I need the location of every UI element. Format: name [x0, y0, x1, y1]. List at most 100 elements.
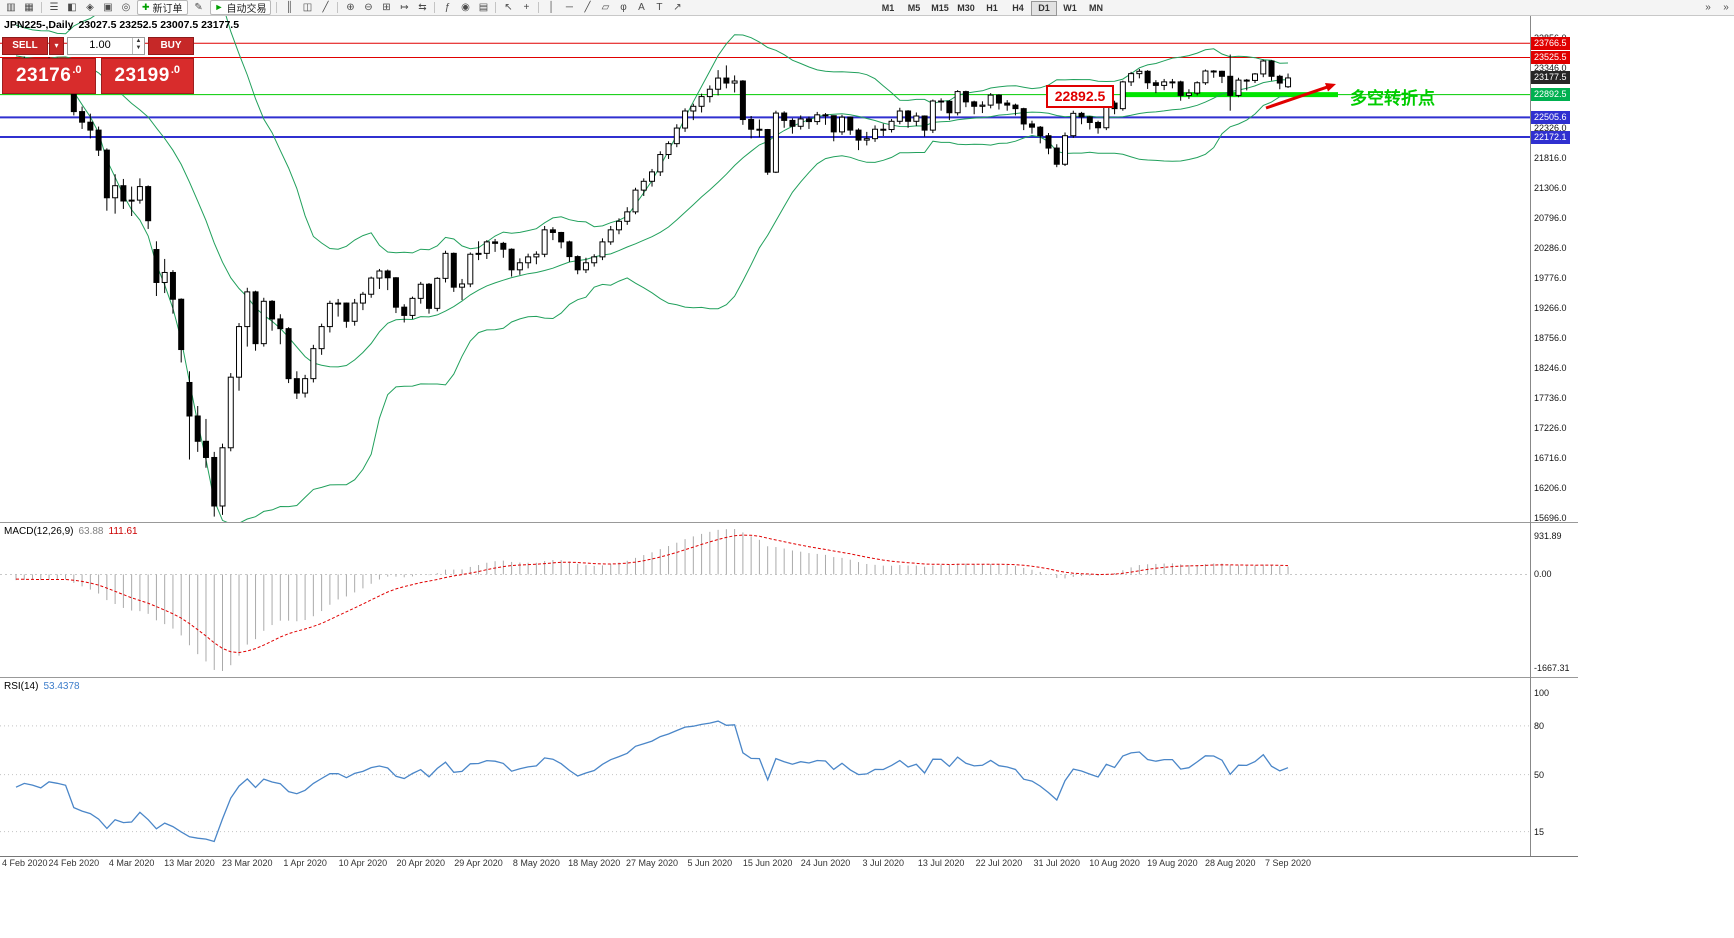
auto-scroll-icon[interactable]: ↦	[400, 2, 409, 13]
price-badge-23177.5: 23177.5	[1531, 71, 1570, 85]
time-axis-label: 27 May 2020	[625, 858, 679, 868]
time-axis-label: 24 Jun 2020	[800, 858, 851, 868]
rsi-axis-label: 80	[1534, 720, 1545, 731]
sell-price-button[interactable]: 23176.0	[2, 58, 96, 94]
price-axis-label: 21306.0	[1534, 182, 1567, 193]
price-axis-label: 20796.0	[1534, 212, 1567, 223]
time-axis-label: 28 Aug 2020	[1204, 858, 1256, 868]
toolbar-customize-icon[interactable]: »	[1723, 2, 1729, 13]
vertical-line-icon[interactable]: │	[548, 2, 555, 13]
chart-title: JPN225-,Daily 23027.5 23252.5 23007.5 231…	[4, 19, 244, 31]
macd-axis-label: 0.00	[1534, 569, 1552, 580]
sell-button[interactable]: SELL	[2, 37, 48, 55]
trendline-icon[interactable]: ╱	[584, 2, 591, 13]
toolbar: ▥ ▦ ☰ ◧ ◈ ▣ ◎ ✚ 新订单 ✎ ► 自动交易 ║ ◫ ╱ ⊕ ⊖ ⊞ ↦ ⇆ ƒ ◉ ▤ ↖ + │ ─ ╱ ▱ φ A T ↗ M…	[0, 0, 1734, 16]
toolbar-overflow: »»	[1699, 1, 1734, 14]
macd-signal-value: 111.61	[108, 526, 138, 537]
macd-indicator-label: MACD(12,26,9) 63.88 111.61	[4, 526, 138, 537]
volume-up-button[interactable]: ▲	[135, 38, 142, 44]
indicators-icon[interactable]: ƒ	[444, 2, 451, 13]
price-axis-label: 21816.0	[1534, 152, 1567, 163]
arrows-icon[interactable]: ↗	[673, 2, 682, 13]
price-axis-label: 18756.0	[1534, 332, 1567, 343]
price-axis-label: 23346.0	[1534, 62, 1567, 73]
timeframe-m30-button[interactable]: M30	[957, 3, 975, 13]
macd-layer	[0, 529, 1530, 671]
data-window-icon[interactable]: ◧	[67, 2, 77, 13]
timeframe-mn-button[interactable]: MN	[1089, 3, 1103, 13]
bar-chart-icon[interactable]: ║	[285, 2, 294, 13]
fibonacci-icon[interactable]: φ	[620, 2, 627, 13]
label-icon[interactable]: T	[656, 2, 663, 13]
time-axis-label: 31 Jul 2020	[1033, 858, 1081, 868]
tile-windows-icon[interactable]: ⊞	[382, 2, 391, 13]
templates-icon[interactable]: ▤	[478, 2, 489, 13]
timeframe-d1-button[interactable]: D1	[1031, 1, 1057, 16]
sell-price-frac: .0	[72, 64, 82, 76]
time-axis-label: 4 Feb 2020	[2, 858, 48, 868]
time-axis-label: 10 Apr 2020	[338, 858, 388, 868]
strategy-tester-icon[interactable]: ◎	[121, 2, 131, 13]
price-axis-label: 17736.0	[1534, 392, 1567, 403]
price-axis-label: 17226.0	[1534, 422, 1567, 433]
time-axis-label: 29 Apr 2020	[454, 858, 503, 868]
terminal-icon[interactable]: ▣	[103, 2, 113, 13]
new-order-button[interactable]: ✚ 新订单	[137, 0, 188, 15]
periods-icon[interactable]: ◉	[461, 2, 470, 13]
timeframe-m5-button[interactable]: M5	[907, 3, 921, 13]
rsi-indicator-label: RSI(14) 53.4378	[4, 681, 80, 692]
profiles-icon[interactable]: ▦	[24, 2, 34, 13]
timeframe-w1-button[interactable]: W1	[1063, 3, 1077, 13]
candlestick-chart-icon[interactable]: ◫	[302, 2, 313, 13]
toolbar-separator	[337, 2, 339, 13]
timeframe-toolbar: M1 M5 M15 M30 H1 H4 D1 W1 MN	[875, 1, 1109, 16]
trade-mode-dropdown[interactable]: ▾	[49, 37, 64, 55]
toolbar-overflow-icon[interactable]: »	[1705, 2, 1711, 13]
macd-name: MACD(12,26,9)	[4, 526, 74, 537]
autotrading-button[interactable]: ► 自动交易	[209, 0, 272, 15]
price-badge-22892.5: 22892.5	[1531, 88, 1570, 102]
crosshair-icon[interactable]: +	[523, 2, 530, 13]
metaeditor-icon[interactable]: ✎	[194, 2, 203, 13]
new-chart-icon[interactable]: ▥	[6, 2, 16, 13]
candles-layer	[13, 54, 1292, 517]
time-axis-label: 18 May 2020	[568, 858, 621, 868]
navigator-icon[interactable]: ◈	[86, 2, 94, 13]
horizontal-line-icon[interactable]: ─	[565, 2, 574, 13]
buy-price-button[interactable]: 23199.0	[100, 58, 194, 94]
timeframe-m15-button[interactable]: M15	[931, 3, 949, 13]
toolbar-separator	[41, 2, 42, 13]
time-axis-label: 10 Aug 2020	[1089, 858, 1140, 868]
turning-point-note[interactable]: 多空转折点	[1350, 89, 1435, 108]
text-icon[interactable]: A	[638, 2, 645, 13]
trend-arrow[interactable]	[1265, 84, 1330, 110]
timeframe-h4-button[interactable]: H4	[1012, 3, 1024, 13]
volume-down-button[interactable]: ▼	[135, 45, 142, 51]
buy-button[interactable]: BUY	[148, 37, 194, 55]
price-axis-label: 19776.0	[1534, 272, 1567, 283]
cursor-icon[interactable]: ↖	[504, 2, 513, 13]
timeframe-h1-button[interactable]: H1	[986, 3, 998, 13]
channel-icon[interactable]: ▱	[601, 2, 610, 13]
timeframe-m1-button[interactable]: M1	[881, 3, 895, 13]
symbol-period-label: JPN225-,Daily	[4, 19, 74, 31]
price-axis[interactable]: 23856.023346.022836.022326.021816.021306…	[1530, 0, 1590, 938]
time-axis-label: 20 Apr 2020	[396, 858, 446, 868]
volume-input[interactable]: 1.00	[89, 39, 111, 51]
main-chart-layer	[0, 15, 1530, 522]
time-axis-label: 7 Sep 2020	[1265, 858, 1312, 868]
price-level-annotation[interactable]: 22892.5	[1046, 85, 1114, 108]
zoom-in-icon[interactable]: ⊕	[346, 2, 355, 13]
line-chart-icon[interactable]: ╱	[322, 2, 329, 13]
price-badge-22172.1: 22172.1	[1531, 130, 1570, 144]
market-watch-icon[interactable]: ☰	[49, 2, 59, 13]
time-axis-label: 5 Jun 2020	[687, 858, 733, 868]
zoom-out-icon[interactable]: ⊖	[364, 2, 373, 13]
toolbar-icons: ▥ ▦ ☰ ◧ ◈ ▣ ◎ ✚ 新订单 ✎ ► 自动交易 ║ ◫ ╱ ⊕ ⊖ ⊞ ↦ ⇆ ƒ ◉ ▤ ↖ + │ ─ ╱ ▱ φ A T ↗	[2, 0, 686, 15]
rsi-name: RSI(14)	[4, 681, 39, 692]
price-badge-22505.6: 22505.6	[1531, 110, 1570, 124]
time-axis-label: 13 Jul 2020	[917, 858, 965, 868]
time-axis[interactable]: 4 Feb 2020 24 Feb 2020 4 Mar 2020 13 Mar 20…	[0, 857, 1530, 873]
chart-shift-icon[interactable]: ⇆	[418, 2, 427, 13]
